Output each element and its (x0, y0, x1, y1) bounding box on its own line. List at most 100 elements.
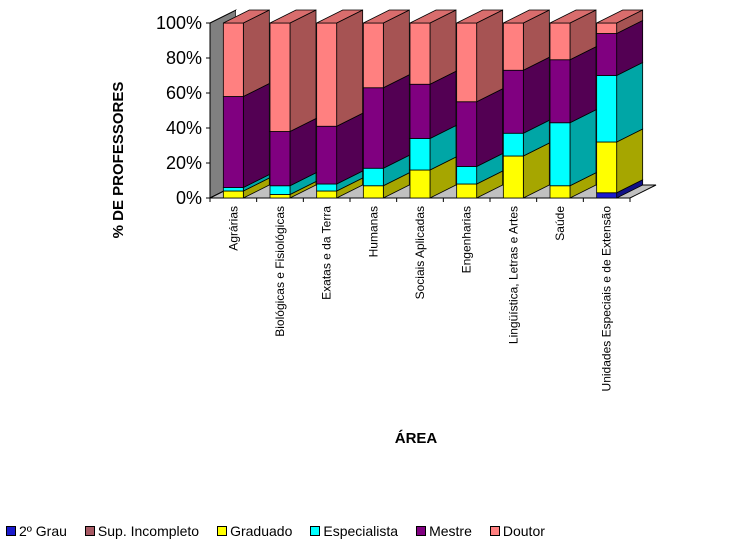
bar-top (456, 9, 503, 24)
legend-label: Graduado (230, 523, 293, 539)
bar-front (409, 138, 431, 171)
bar-front (502, 155, 524, 199)
legend-item: Especialista (310, 523, 398, 539)
bar-front (409, 169, 431, 199)
bar-top (223, 9, 270, 24)
legend-swatch (489, 526, 500, 536)
bar-side (289, 9, 317, 133)
bar-front (269, 194, 291, 199)
bar-front (269, 22, 291, 132)
bar-front (362, 87, 384, 169)
bar-side (476, 9, 504, 103)
bar-front (316, 183, 338, 192)
bar-front (316, 125, 338, 185)
legend-item: Mestre (416, 523, 472, 539)
chart-labels: Agrárias Biológicas e Fisiológicas Exatas … (226, 206, 613, 392)
bar-segment (502, 56, 550, 134)
legend-label: 2º Grau (19, 523, 67, 539)
bar-segment (222, 82, 270, 189)
legend-item: Doutor (489, 523, 545, 539)
bar-segment (222, 9, 270, 98)
bar-front (269, 185, 291, 195)
bar-front (456, 183, 478, 199)
bar-front (222, 96, 244, 188)
legend: 2º Grau Sup. Incompleto Graduado Especialis… (6, 522, 545, 540)
x-tick-label: Lingüística, Letras e Artes (506, 206, 520, 344)
y-tick-label: 60% (166, 83, 202, 103)
bar-top (409, 9, 457, 24)
legend-swatch (310, 526, 321, 536)
bar-front (502, 69, 524, 134)
bar-segment (456, 152, 504, 185)
legend-label: Mestre (429, 523, 472, 539)
x-tick-label: Agrárias (226, 206, 240, 251)
bar-front (549, 59, 571, 124)
bar-front (409, 83, 431, 139)
bar-front (316, 22, 338, 127)
bar-front (502, 132, 524, 157)
bar-segment (409, 124, 457, 171)
bar-front (222, 22, 244, 97)
bar-segment (596, 128, 644, 194)
bar-front (549, 185, 571, 199)
x-tick-label: Exatas e da Terra (320, 206, 334, 300)
bar-front (549, 122, 571, 187)
bar-segment (362, 172, 410, 199)
bar-front (549, 22, 571, 61)
legend-label: Sup. Incompleto (97, 523, 200, 539)
x-tick-label: Humanas (366, 206, 380, 257)
x-tick-label: Biológicas e Fisiológicas (273, 206, 287, 337)
bar-top (269, 9, 317, 24)
bar-segment (549, 109, 597, 187)
x-axis-title: ÁREA (395, 430, 438, 447)
bar-front (502, 22, 524, 71)
bar-front (596, 33, 618, 76)
bar-segment (269, 9, 317, 133)
y-tick-label: 100% (156, 13, 202, 33)
bar-front (222, 190, 244, 199)
legend-label: Doutor (502, 523, 545, 539)
x-tick-label: Saúde (553, 206, 567, 241)
chart-axes: 0% 20% 40% 60% 80% 100% (156, 13, 631, 208)
bar-side (382, 74, 410, 169)
legend-item: Graduado (217, 523, 292, 539)
bar-front (409, 22, 431, 85)
bar-side (242, 9, 270, 98)
legend-swatch (217, 526, 228, 536)
bar-side (616, 61, 644, 143)
bar-top (549, 9, 597, 24)
bar-side (382, 9, 410, 89)
legend-swatch (416, 526, 427, 536)
bar-segment (409, 70, 457, 140)
bar-top (503, 9, 550, 24)
legend-swatch (84, 526, 95, 536)
bar-top (316, 9, 363, 24)
bar-front (269, 131, 291, 187)
bar-segment (409, 156, 457, 199)
bar-front (222, 187, 244, 192)
legend-swatch (6, 526, 16, 536)
bar-front (456, 101, 478, 167)
bar-front (596, 22, 618, 34)
bar-front (596, 192, 618, 199)
bar-front (316, 190, 338, 199)
bar-front (362, 167, 384, 187)
bar-segment (362, 74, 410, 169)
y-axis-title: % DE PROFESSORES (110, 82, 127, 239)
bar-segment (549, 46, 597, 124)
bar-segment (549, 9, 597, 61)
bar-front (362, 22, 384, 89)
x-tick-label: Sociais Aplicadas (413, 206, 427, 299)
bar-top (363, 9, 410, 24)
bar-side (476, 88, 504, 168)
bar-segment (456, 9, 504, 103)
bar-front (362, 185, 384, 199)
bar-front (596, 141, 618, 194)
bar-side (336, 9, 364, 127)
y-tick-label: 80% (166, 48, 202, 68)
bar-segment (596, 19, 644, 77)
bar-segment (409, 9, 457, 85)
legend-item: Sup. Incompleto (84, 523, 200, 539)
x-tick-label: Engenharias (460, 206, 474, 273)
